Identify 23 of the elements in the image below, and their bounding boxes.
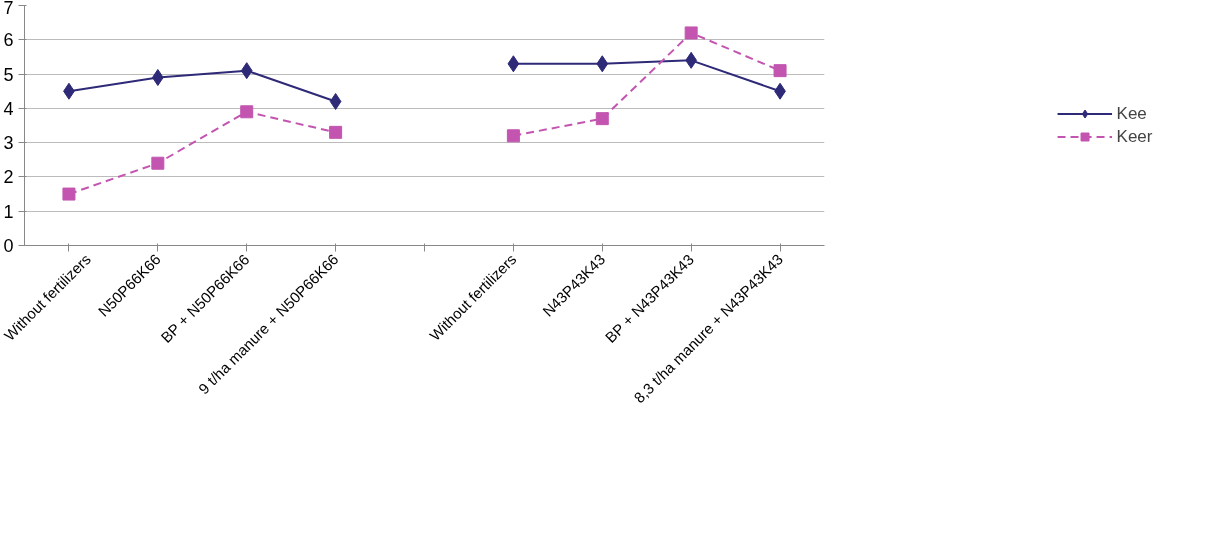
y-tick-label: 4 <box>3 98 14 119</box>
point <box>684 26 698 40</box>
point <box>595 112 609 126</box>
point <box>151 156 165 170</box>
y-tick-label: 5 <box>3 64 14 85</box>
y-tick-label: 3 <box>3 133 14 154</box>
y-tick-label: 1 <box>3 201 14 222</box>
y-tick-label: 7 <box>3 0 14 18</box>
legend-label: Kee <box>1116 103 1147 124</box>
point <box>329 93 342 110</box>
point <box>507 55 520 73</box>
point <box>62 187 76 201</box>
point <box>240 62 253 80</box>
point <box>506 129 520 143</box>
point <box>240 105 254 119</box>
point <box>329 125 343 139</box>
y-tick-label: 0 <box>3 236 14 256</box>
y-tick-label: 6 <box>3 30 14 51</box>
point <box>596 55 609 73</box>
point <box>152 69 164 86</box>
legend-label: Keer <box>1116 126 1153 147</box>
y-tick-label: 2 <box>3 167 14 188</box>
point <box>773 64 787 78</box>
